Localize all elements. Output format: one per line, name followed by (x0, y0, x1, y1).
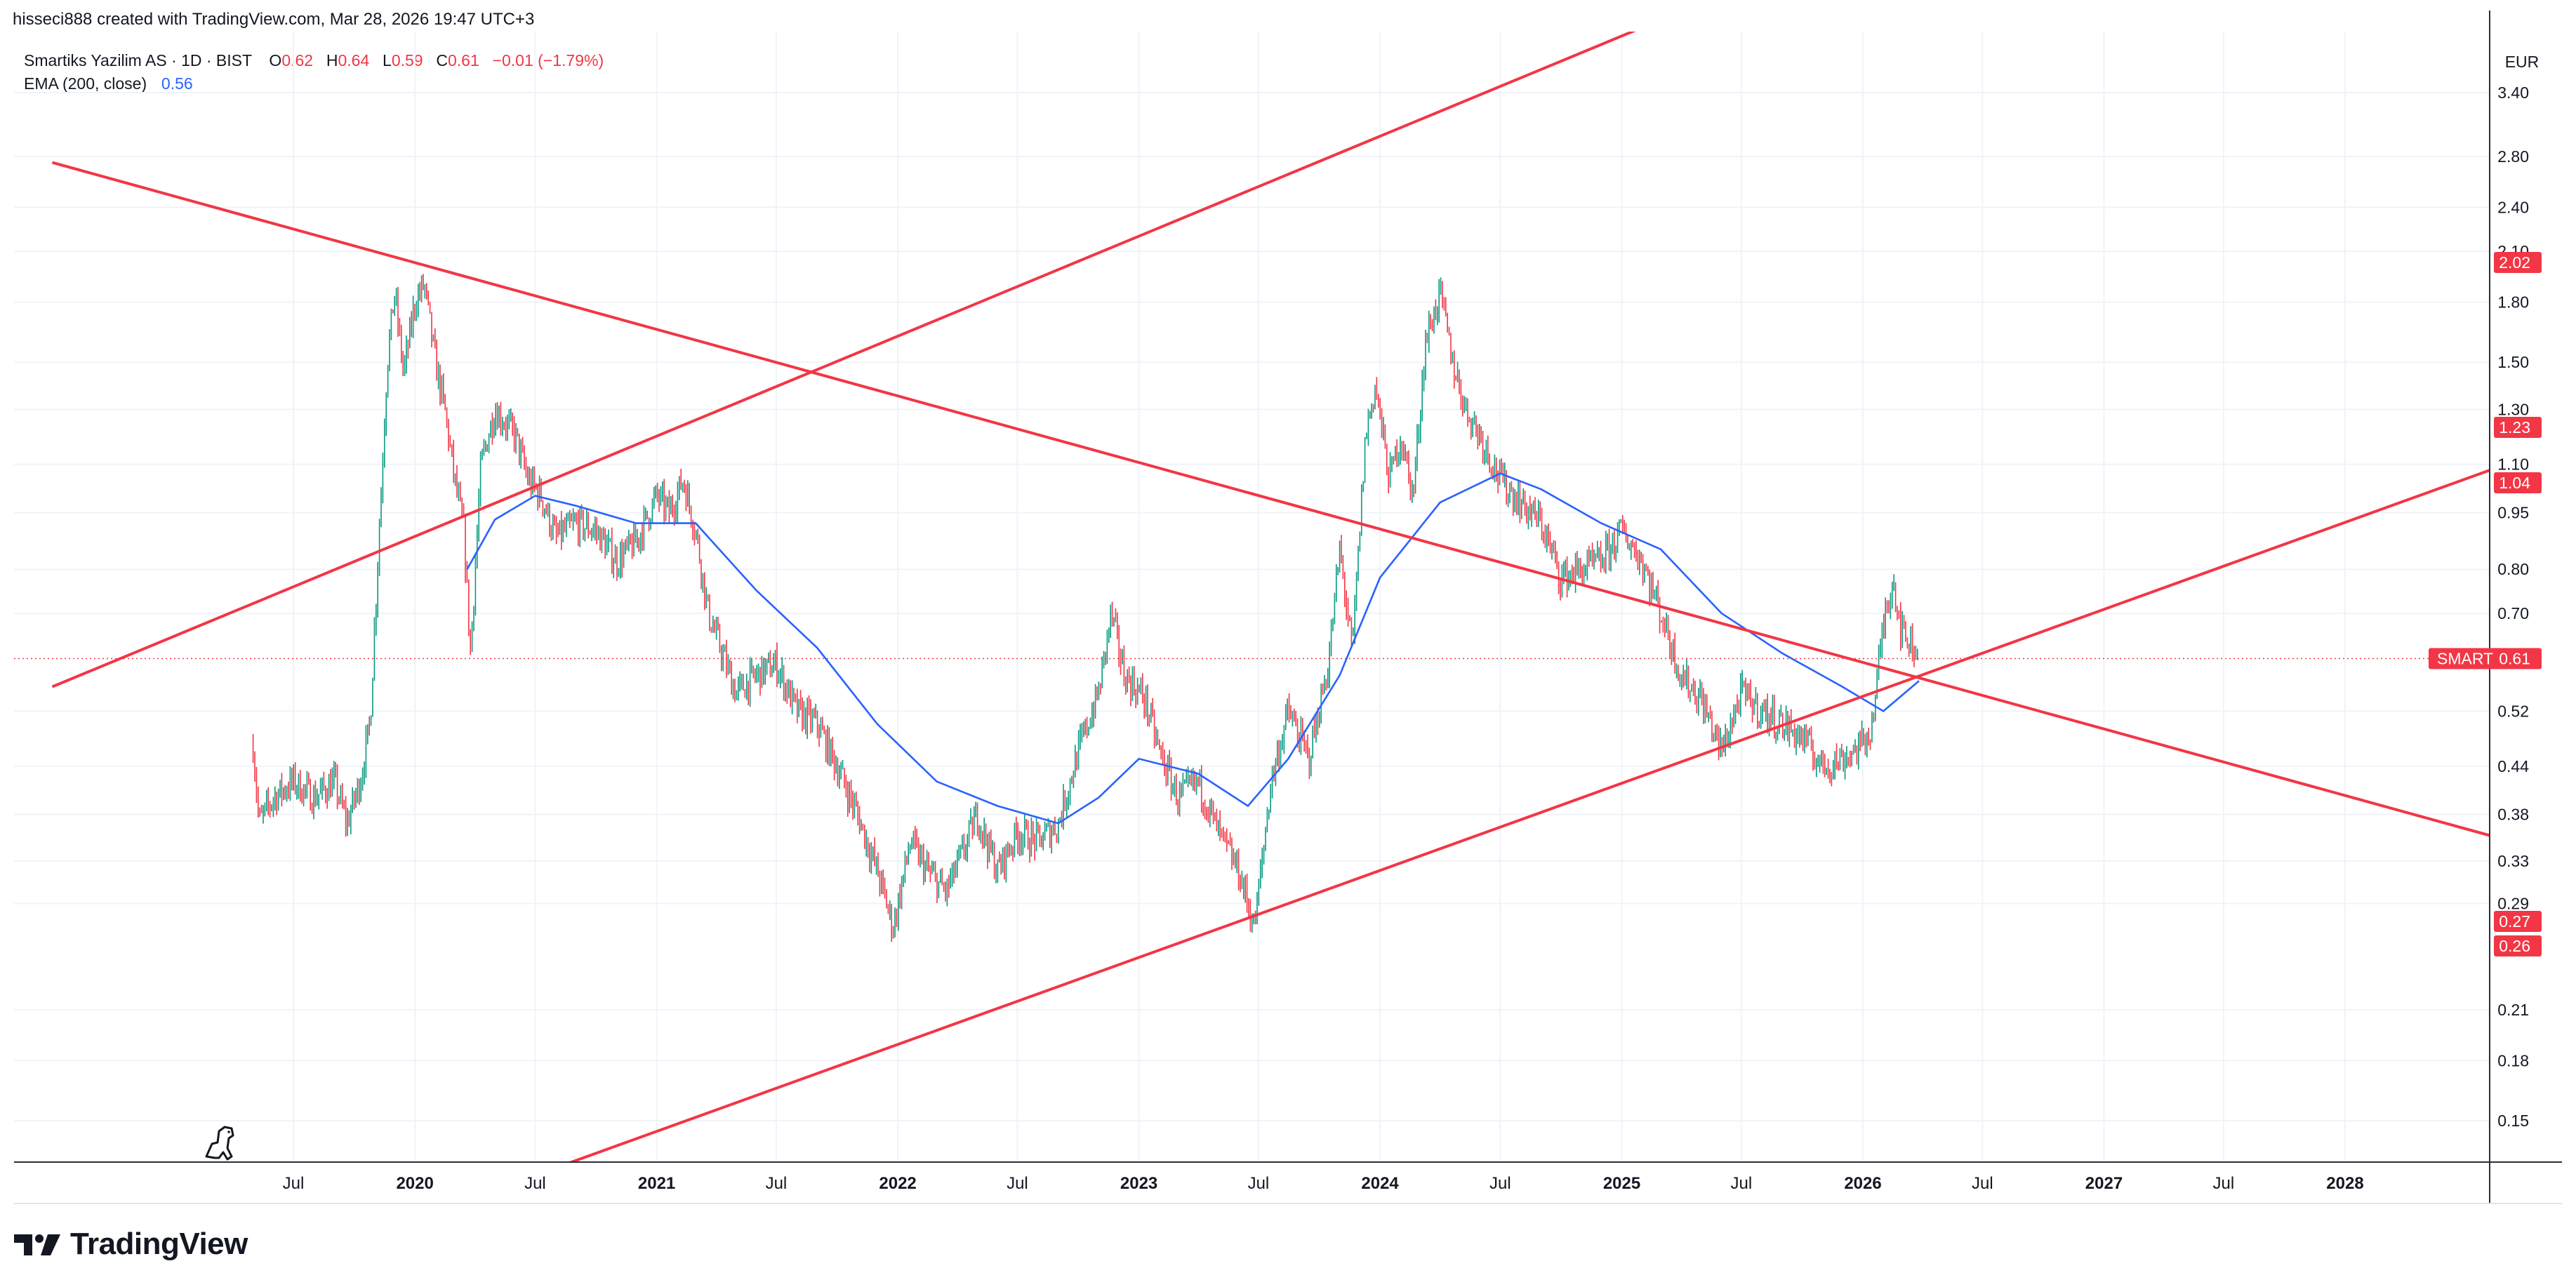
x-tick-label: 2027 (2085, 1174, 2123, 1193)
price-tag-bg (2494, 935, 2542, 956)
legend-ema-value: 0.56 (161, 74, 193, 93)
price-tag-bg (2494, 472, 2542, 493)
x-tick-label: 2021 (638, 1174, 675, 1193)
y-tick-label: 0.52 (2497, 702, 2529, 720)
legend-symbol-row[interactable]: Smartiks Yazilim AS · 1D · BIST O0.62 H0… (24, 49, 604, 72)
x-tick-label: 2028 (2326, 1174, 2363, 1193)
x-tick-label: Jul (1731, 1174, 1753, 1193)
x-tick-label: 2022 (879, 1174, 916, 1193)
legend-low-key: L (383, 51, 392, 69)
symbol-tag: SMART (2437, 649, 2493, 667)
legend-close-key: C (436, 51, 448, 69)
legend-ema-row[interactable]: EMA (200, close) 0.56 (24, 72, 604, 95)
x-tick-label: Jul (524, 1174, 546, 1193)
legend-low-value: 0.59 (391, 51, 423, 69)
price-tag: 0.27 (2499, 912, 2530, 931)
x-tick-label: Jul (2212, 1174, 2234, 1193)
symbol-tag-bg (2429, 648, 2542, 669)
legend-high-key: H (326, 51, 338, 69)
legend-close-value: 0.61 (448, 51, 479, 69)
footer: TradingView (14, 1227, 248, 1262)
x-tick-label: Jul (1007, 1174, 1028, 1193)
x-tick-label: Jul (766, 1174, 788, 1193)
price-tag-bg (2494, 911, 2542, 932)
y-tick-label: 0.18 (2497, 1051, 2529, 1069)
y-tick-label: 0.33 (2497, 852, 2529, 870)
price-tag: 1.04 (2499, 474, 2530, 492)
tradingview-brand: TradingView (70, 1227, 248, 1261)
y-tick-label: 0.70 (2497, 604, 2529, 622)
trendline-falling (51, 161, 2490, 837)
y-tick-label: 0.29 (2497, 895, 2529, 913)
trendlines (14, 32, 2490, 1162)
y-tick-label: 0.15 (2497, 1112, 2529, 1130)
legend-ema-label: EMA (200, close) (24, 74, 147, 93)
trendline-lower-rising (567, 468, 2490, 1162)
y-tick-label: 0.38 (2497, 806, 2529, 824)
legend-change: −0.01 (−1.79%) (492, 51, 604, 69)
y-tick-label: 3.40 (2497, 84, 2529, 102)
y-tick-label: 1.30 (2497, 400, 2529, 418)
ema-line (466, 472, 1920, 825)
time-axis[interactable]: Jul 2020 Jul 2021 Jul 2022 Jul 2023 Jul 2024 Jul 20… (283, 1174, 2364, 1193)
price-tag: 0.26 (2499, 937, 2530, 955)
currency-label: EUR (2505, 53, 2540, 71)
x-tick-label: 2020 (396, 1174, 433, 1193)
x-tick-label: 2024 (1361, 1174, 1399, 1193)
chart-header: hisseci888 created with TradingView.com,… (13, 10, 535, 29)
legend-open-key: O (269, 51, 282, 69)
x-tick-label: 2023 (1120, 1174, 1157, 1193)
y-tick-label: 0.44 (2497, 757, 2529, 775)
ema-series (466, 472, 1920, 825)
y-tick-label: 1.50 (2497, 353, 2529, 371)
legend-open-value: 0.62 (281, 51, 314, 69)
price-tag-bg (2494, 252, 2542, 273)
candles (252, 274, 1918, 942)
axes (14, 11, 2562, 1204)
legend-symbol: Smartiks Yazilim AS · 1D · BIST (24, 51, 252, 69)
x-tick-label: 2026 (1844, 1174, 1881, 1193)
y-tick-label: 1.80 (2497, 293, 2529, 312)
y-tick-label: 2.40 (2497, 199, 2529, 217)
trendline-upper-rising (51, 32, 1636, 688)
last-price-tag: 0.61 (2499, 649, 2530, 667)
y-tick-label: 2.80 (2497, 147, 2529, 166)
x-tick-label: Jul (1248, 1174, 1270, 1193)
x-tick-label: Jul (283, 1174, 305, 1193)
x-tick-label: Jul (1972, 1174, 1993, 1193)
x-tick-label: 2025 (1603, 1174, 1640, 1193)
price-tag: 2.02 (2499, 253, 2530, 272)
tradingview-logo-icon (14, 1234, 60, 1255)
x-tick-label: Jul (1489, 1174, 1511, 1193)
price-tag: 1.23 (2499, 418, 2530, 436)
y-tick-label: 0.95 (2497, 504, 2529, 522)
y-tick-label: 1.10 (2497, 455, 2529, 474)
y-tick-label: 0.21 (2497, 1001, 2529, 1019)
legend-high-value: 0.64 (338, 51, 370, 69)
price-tag-bg (2494, 417, 2542, 438)
price-tags: 2.02 1.23 1.04 0.27 0.26 SMART 0.61 (2429, 252, 2542, 956)
grid (14, 32, 2490, 1162)
chart-legend: Smartiks Yazilim AS · 1D · BIST O0.62 H0… (24, 49, 604, 95)
y-tick-label: 0.80 (2497, 560, 2529, 578)
dinosaur-icon[interactable] (205, 1126, 234, 1161)
price-axis[interactable]: EUR3.402.802.402.101.801.501.301.100.950… (2497, 53, 2539, 1130)
